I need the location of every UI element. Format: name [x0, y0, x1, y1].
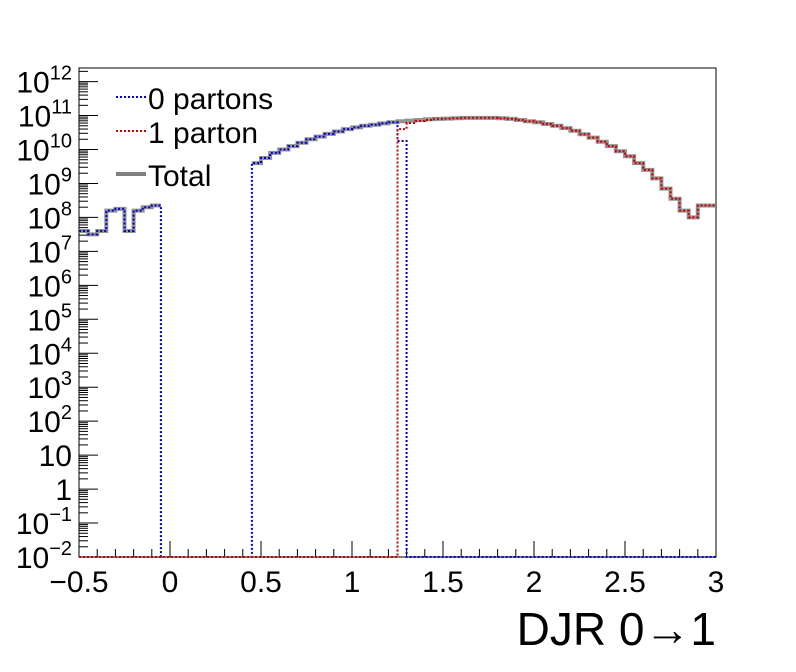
y-tick-base: 10 — [28, 236, 61, 269]
y-tick-exponent: 7 — [61, 232, 72, 254]
y-tick-exponent: −2 — [49, 538, 72, 560]
y-tick-label: 102 — [28, 402, 73, 439]
y-tick-label: 103 — [28, 368, 73, 405]
y-tick-exponent: 4 — [61, 334, 72, 356]
y-tick-base: 10 — [28, 372, 61, 405]
y-tick-label: 10−1 — [16, 504, 72, 541]
x-tick-label: 0.5 — [240, 566, 282, 599]
y-tick-base: 10 — [28, 304, 61, 337]
x-axis-title: DJR 0→1 — [517, 603, 716, 655]
y-tick-label: 1011 — [18, 97, 72, 134]
y-tick-base: 10 — [28, 270, 61, 303]
y-tick-exponent: 8 — [61, 198, 72, 220]
y-tick-label: 1 — [55, 474, 72, 507]
y-tick-exponent: 2 — [61, 402, 72, 424]
y-tick-exponent: −1 — [49, 504, 72, 526]
series-lines — [79, 115, 716, 558]
x-tick-label: 1.5 — [422, 566, 464, 599]
y-tick-label: 109 — [28, 164, 73, 201]
x-tick-labels: −0.5 0 0.5 1 1.5 2 2.5 3 — [49, 566, 724, 599]
x-tick-label: 2.5 — [604, 566, 646, 599]
y-tick-base: 10 — [28, 202, 61, 235]
y-tick-label: 105 — [28, 300, 73, 337]
y-tick-exponent: 5 — [61, 300, 72, 322]
y-tick-base: 10 — [16, 508, 49, 541]
y-tick-label: 107 — [28, 232, 73, 269]
y-tick-base: 10 — [28, 338, 61, 371]
x-tick-label: 1 — [344, 566, 361, 599]
y-tick-label: 108 — [28, 198, 73, 235]
y-tick-labels: 10−210−111010210310410510610710810910101… — [16, 63, 72, 575]
y-tick-base: 10 — [16, 542, 49, 575]
y-tick-base: 10 — [16, 67, 49, 100]
legend-label: 0 partons — [148, 83, 273, 116]
y-tick-exponent: 11 — [51, 97, 72, 119]
legend-label: Total — [148, 160, 211, 193]
x-tick-label: 0 — [162, 566, 179, 599]
y-tick-exponent: 3 — [61, 368, 72, 390]
y-tick-base: 1 — [55, 474, 72, 507]
y-tick-base: 10 — [28, 406, 61, 439]
y-tick-exponent: 12 — [50, 63, 72, 85]
y-tick-label: 1010 — [16, 131, 72, 168]
y-tick-label: 10−2 — [16, 538, 72, 575]
y-tick-label: 10 — [39, 440, 72, 473]
plot-frame — [78, 67, 717, 558]
x-tick-label: 3 — [708, 566, 725, 599]
y-tick-label: 1012 — [16, 63, 72, 100]
y-tick-base: 10 — [39, 440, 72, 473]
y-tick-exponent: 6 — [61, 266, 72, 288]
y-tick-exponent: 10 — [50, 131, 72, 153]
y-tick-exponent: 9 — [61, 164, 72, 186]
y-tick-base: 10 — [16, 135, 49, 168]
y-tick-base: 10 — [28, 168, 61, 201]
y-tick-base: 10 — [18, 101, 51, 134]
series-line-1-parton — [79, 116, 716, 558]
y-tick-label: 104 — [28, 334, 73, 371]
series-line-total — [251, 115, 716, 220]
y-tick-label: 106 — [28, 266, 73, 303]
x-tick-label: −0.5 — [49, 566, 108, 599]
x-tick-label: 2 — [526, 566, 543, 599]
legend-label: 1 parton — [148, 117, 258, 150]
